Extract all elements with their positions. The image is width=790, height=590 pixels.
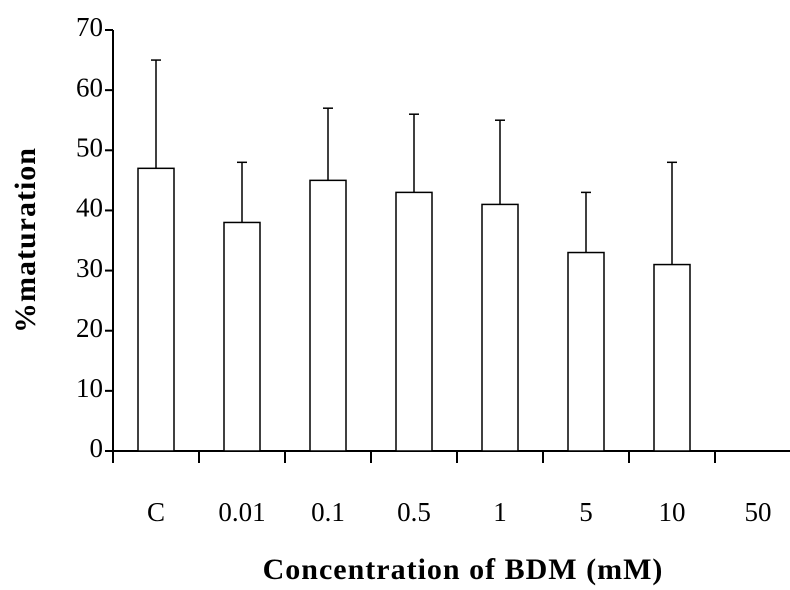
y-tick-label: 10 (76, 373, 103, 403)
y-tick-label: 30 (76, 253, 103, 283)
x-tick-label: 10 (659, 497, 686, 527)
y-tick-label: 50 (76, 132, 103, 162)
bar (482, 204, 518, 451)
x-tick-label: 1 (493, 497, 507, 527)
bar (396, 192, 432, 451)
bar (224, 222, 260, 451)
y-tick-label: 20 (76, 313, 103, 343)
y-axis-title: %maturation (9, 147, 42, 333)
chart: Concentration of BDM (mM) %maturation 0 1… (0, 0, 790, 590)
x-axis-title: Concentration of BDM (mM) (263, 553, 664, 586)
x-tick-label: 5 (579, 497, 593, 527)
x-tick-label: 0.01 (218, 497, 265, 527)
y-tick-label: 0 (90, 433, 104, 463)
bar (138, 168, 174, 451)
bar (310, 180, 346, 451)
x-tick-label: 0.5 (397, 497, 431, 527)
x-tick-label: C (147, 497, 165, 527)
y-tick-label: 70 (76, 12, 103, 42)
y-tick-label: 40 (76, 193, 103, 223)
x-tick-label: 50 (745, 497, 772, 527)
bar (654, 265, 690, 451)
bar (568, 253, 604, 451)
x-tick-label: 0.1 (311, 497, 345, 527)
y-tick-label: 60 (76, 72, 103, 102)
